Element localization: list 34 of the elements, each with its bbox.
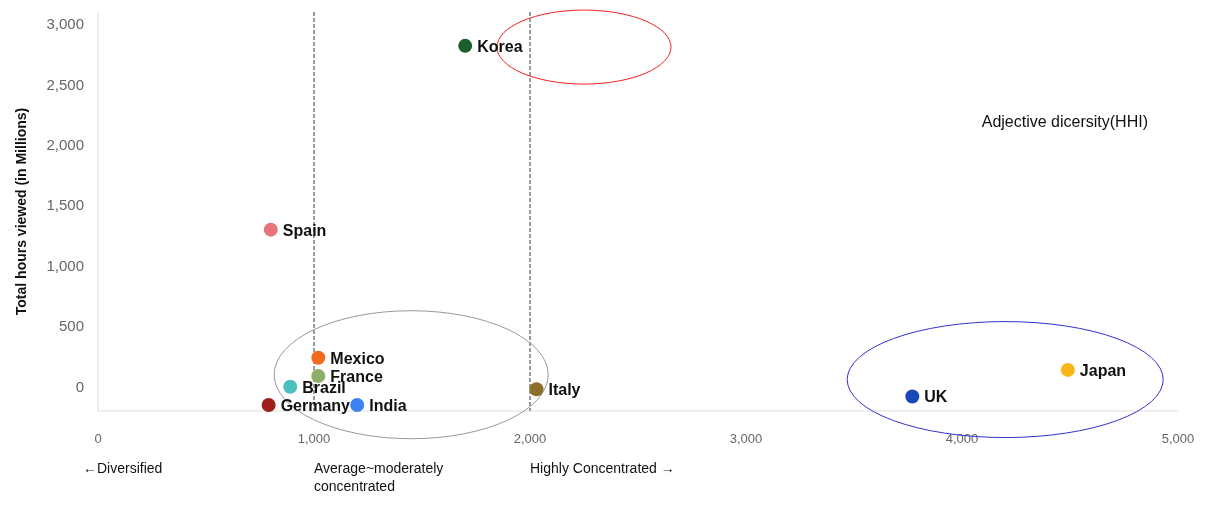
y-tick-label: 0 xyxy=(75,377,84,395)
text: ←Diversified xyxy=(83,460,163,476)
point xyxy=(311,350,326,365)
y-tick-label: 1,500 xyxy=(46,196,84,214)
text: Average~moderately concentrated xyxy=(314,460,444,494)
point xyxy=(263,222,278,237)
y-tick-label: 3,000 xyxy=(46,15,84,33)
point xyxy=(458,38,473,53)
x-tick-label: 3,000 xyxy=(729,431,763,446)
point xyxy=(529,382,544,397)
point xyxy=(905,389,920,404)
series-label: Spain xyxy=(282,221,327,239)
y-tick-label: 1,000 xyxy=(46,256,84,274)
text: Highly Concentrated → xyxy=(530,460,675,476)
y-tick-label: 2,500 xyxy=(46,75,84,93)
point xyxy=(283,379,298,394)
x-axis-title: Adjective dicersity(HHI) xyxy=(981,112,1148,130)
point xyxy=(350,397,365,412)
series-label: Germany xyxy=(280,396,351,414)
x-tick-label: 5,000 xyxy=(1161,431,1195,446)
series-label: Korea xyxy=(477,37,523,55)
x-tick-label: 2,000 xyxy=(513,431,547,446)
series-label: India xyxy=(369,396,407,414)
series-label: Italy xyxy=(548,381,581,399)
series-label: UK xyxy=(924,388,948,406)
series-label: Mexico xyxy=(330,349,385,367)
x-tick-label: 1,000 xyxy=(297,431,331,446)
x-tick-label: 0 xyxy=(94,431,102,446)
point xyxy=(1060,362,1075,377)
y-axis-title: Total hours viewed (in Millions) xyxy=(13,107,29,316)
point xyxy=(261,397,276,412)
series-label: Japan xyxy=(1079,361,1127,379)
y-tick-label: 500 xyxy=(58,317,84,335)
y-tick-label: 2,000 xyxy=(46,136,84,153)
